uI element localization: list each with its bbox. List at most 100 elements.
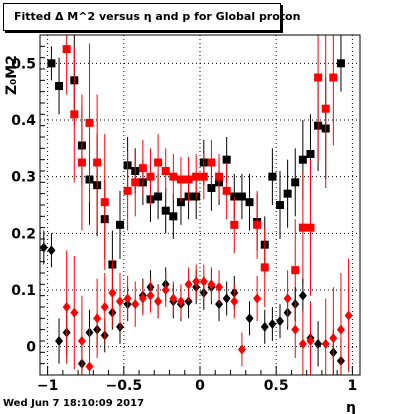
data-point [298,290,307,301]
data-point [222,155,231,164]
data-point [329,73,338,82]
data-point [192,276,201,287]
data-point [268,172,277,181]
data-point [253,220,262,229]
data-point [55,336,64,346]
data-point [131,299,140,310]
data-points [39,35,353,375]
data-point [215,282,224,293]
data-point [70,110,79,119]
data-point [344,310,353,321]
data-point [161,285,170,295]
data-point [100,302,109,312]
data-point [298,155,307,164]
data-point [62,45,71,54]
data-point [291,178,300,187]
data-point [321,104,330,113]
data-point [283,293,292,304]
axis-ticks: −1 −0.5 0 0.5 1 0 0.1 0.2 0.3 0.4 0.5 [11,34,358,394]
data-point [298,338,307,349]
data-point [329,333,338,344]
x-tick-label: 0 [195,378,205,394]
data-point [176,296,185,307]
data-point [93,158,102,167]
data-point [138,164,147,173]
data-point [116,296,124,307]
data-point [237,344,246,355]
data-point [184,175,193,184]
y-tick-label: 0.1 [11,283,36,299]
data-point [222,186,231,195]
chart-title: Fitted Δ M^2 versus η and p for Global p… [3,3,300,31]
data-point [192,172,201,181]
data-point [253,293,262,304]
data-point [260,263,269,272]
data-point [245,198,254,207]
data-point [169,212,178,221]
data-point [260,321,269,332]
data-point [131,178,140,187]
data-point [336,59,345,68]
data-point [199,276,208,287]
data-point [283,189,292,198]
data-point [47,245,56,256]
data-point [207,158,216,167]
data-point [199,172,208,181]
data-point [184,279,193,290]
data-point [154,296,163,307]
data-point [237,192,246,201]
data-point [222,293,231,304]
data-point [230,220,239,229]
data-point [138,293,147,304]
data-point [47,59,56,68]
data-point [154,192,163,201]
data-point [306,150,315,158]
x-tick-label: 1 [348,378,358,394]
data-point [146,290,155,301]
data-point [314,73,323,82]
data-point [169,293,178,304]
data-point [55,82,64,90]
data-point [93,313,102,324]
y-tick-label: 0.3 [11,170,36,186]
data-point [100,198,109,207]
data-point [108,287,117,298]
data-point [85,118,94,127]
x-tick-label: −1 [37,378,58,394]
y-tick-label: 0.5 [11,56,36,72]
data-point [336,324,345,335]
y-tick-label: 0.4 [11,113,36,129]
data-point [306,336,315,346]
y-tick-label: 0 [26,340,36,356]
data-point [70,307,79,318]
data-point [77,336,86,346]
data-point [62,302,71,312]
data-point [176,175,185,184]
data-point [268,319,277,329]
data-point [116,220,124,229]
data-point [169,172,178,181]
data-point [146,172,155,181]
data-point [161,167,170,175]
data-point [276,201,284,209]
data-point [321,338,330,349]
data-point [298,223,307,232]
data-point [123,293,132,304]
data-point [123,186,132,195]
data-point [291,324,300,335]
data-point [245,313,254,324]
y-axis-title: Z₀M2 [4,55,20,95]
data-point [215,172,224,181]
data-point [306,223,315,232]
data-point [161,206,170,215]
x-tick-label: 0.5 [264,378,289,394]
data-point [154,158,163,167]
data-point [291,266,300,275]
data-point [230,296,239,307]
x-axis-title: η [346,400,356,414]
y-tick-label: 0.2 [11,226,36,242]
data-point [207,184,216,192]
data-point [276,316,284,327]
timestamp: Wed Jun 7 18:10:09 2017 [3,398,145,409]
